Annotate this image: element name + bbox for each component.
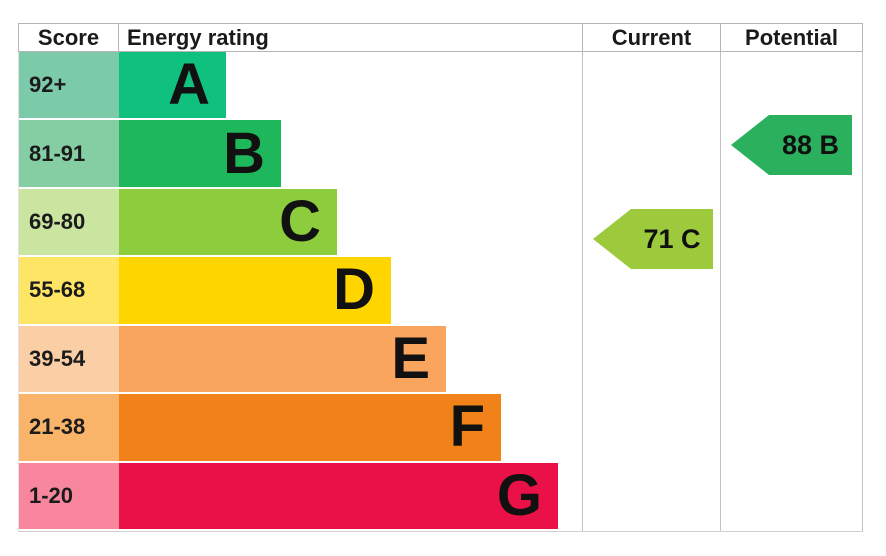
band-score-cell: 69-80 — [19, 188, 119, 256]
band-score-cell: 81-91 — [19, 120, 119, 187]
epc-band-row: 39-54 E — [19, 325, 863, 395]
epc-band-row: 69-80 C — [19, 188, 863, 258]
band-bar: E — [119, 325, 446, 393]
band-bar: D — [119, 257, 391, 324]
grid-divider-right-edge — [862, 52, 863, 531]
band-score-cell: 39-54 — [19, 325, 119, 393]
band-bar: G — [119, 462, 558, 529]
potential-arrow: 88 B — [731, 115, 852, 175]
epc-band-row: 1-20 G — [19, 462, 863, 531]
grid-divider-current — [582, 52, 583, 531]
epc-band-row: 21-38 F — [19, 394, 863, 463]
band-bar: C — [119, 188, 337, 256]
band-score-cell: 21-38 — [19, 394, 119, 461]
current-arrow-label: 71 C — [631, 209, 713, 269]
arrow-left-point — [593, 209, 631, 269]
band-bar: A — [119, 52, 226, 119]
band-score-cell: 1-20 — [19, 462, 119, 529]
epc-band-row: 92+ A — [19, 52, 863, 121]
band-bar: F — [119, 394, 501, 461]
band-bar: B — [119, 120, 281, 187]
header-current: Current — [582, 24, 720, 51]
epc-band-row: 81-91 B — [19, 120, 863, 189]
arrow-left-point — [731, 115, 769, 175]
epc-band-row: 55-68 D — [19, 257, 863, 326]
grid-divider-potential — [720, 52, 721, 531]
band-score-cell: 92+ — [19, 52, 119, 119]
potential-arrow-label: 88 B — [769, 115, 852, 175]
header-energy-rating: Energy rating — [127, 24, 269, 50]
current-arrow: 71 C — [593, 209, 713, 269]
header-score: Score — [19, 24, 119, 51]
band-score-cell: 55-68 — [19, 257, 119, 324]
chart-body: 92+ A 81-91 B 69-80 C 55-68 D 39-54 E 21… — [18, 52, 863, 532]
header-potential: Potential — [720, 24, 862, 51]
chart-header-row: Score Energy rating Current Potential — [18, 23, 863, 52]
